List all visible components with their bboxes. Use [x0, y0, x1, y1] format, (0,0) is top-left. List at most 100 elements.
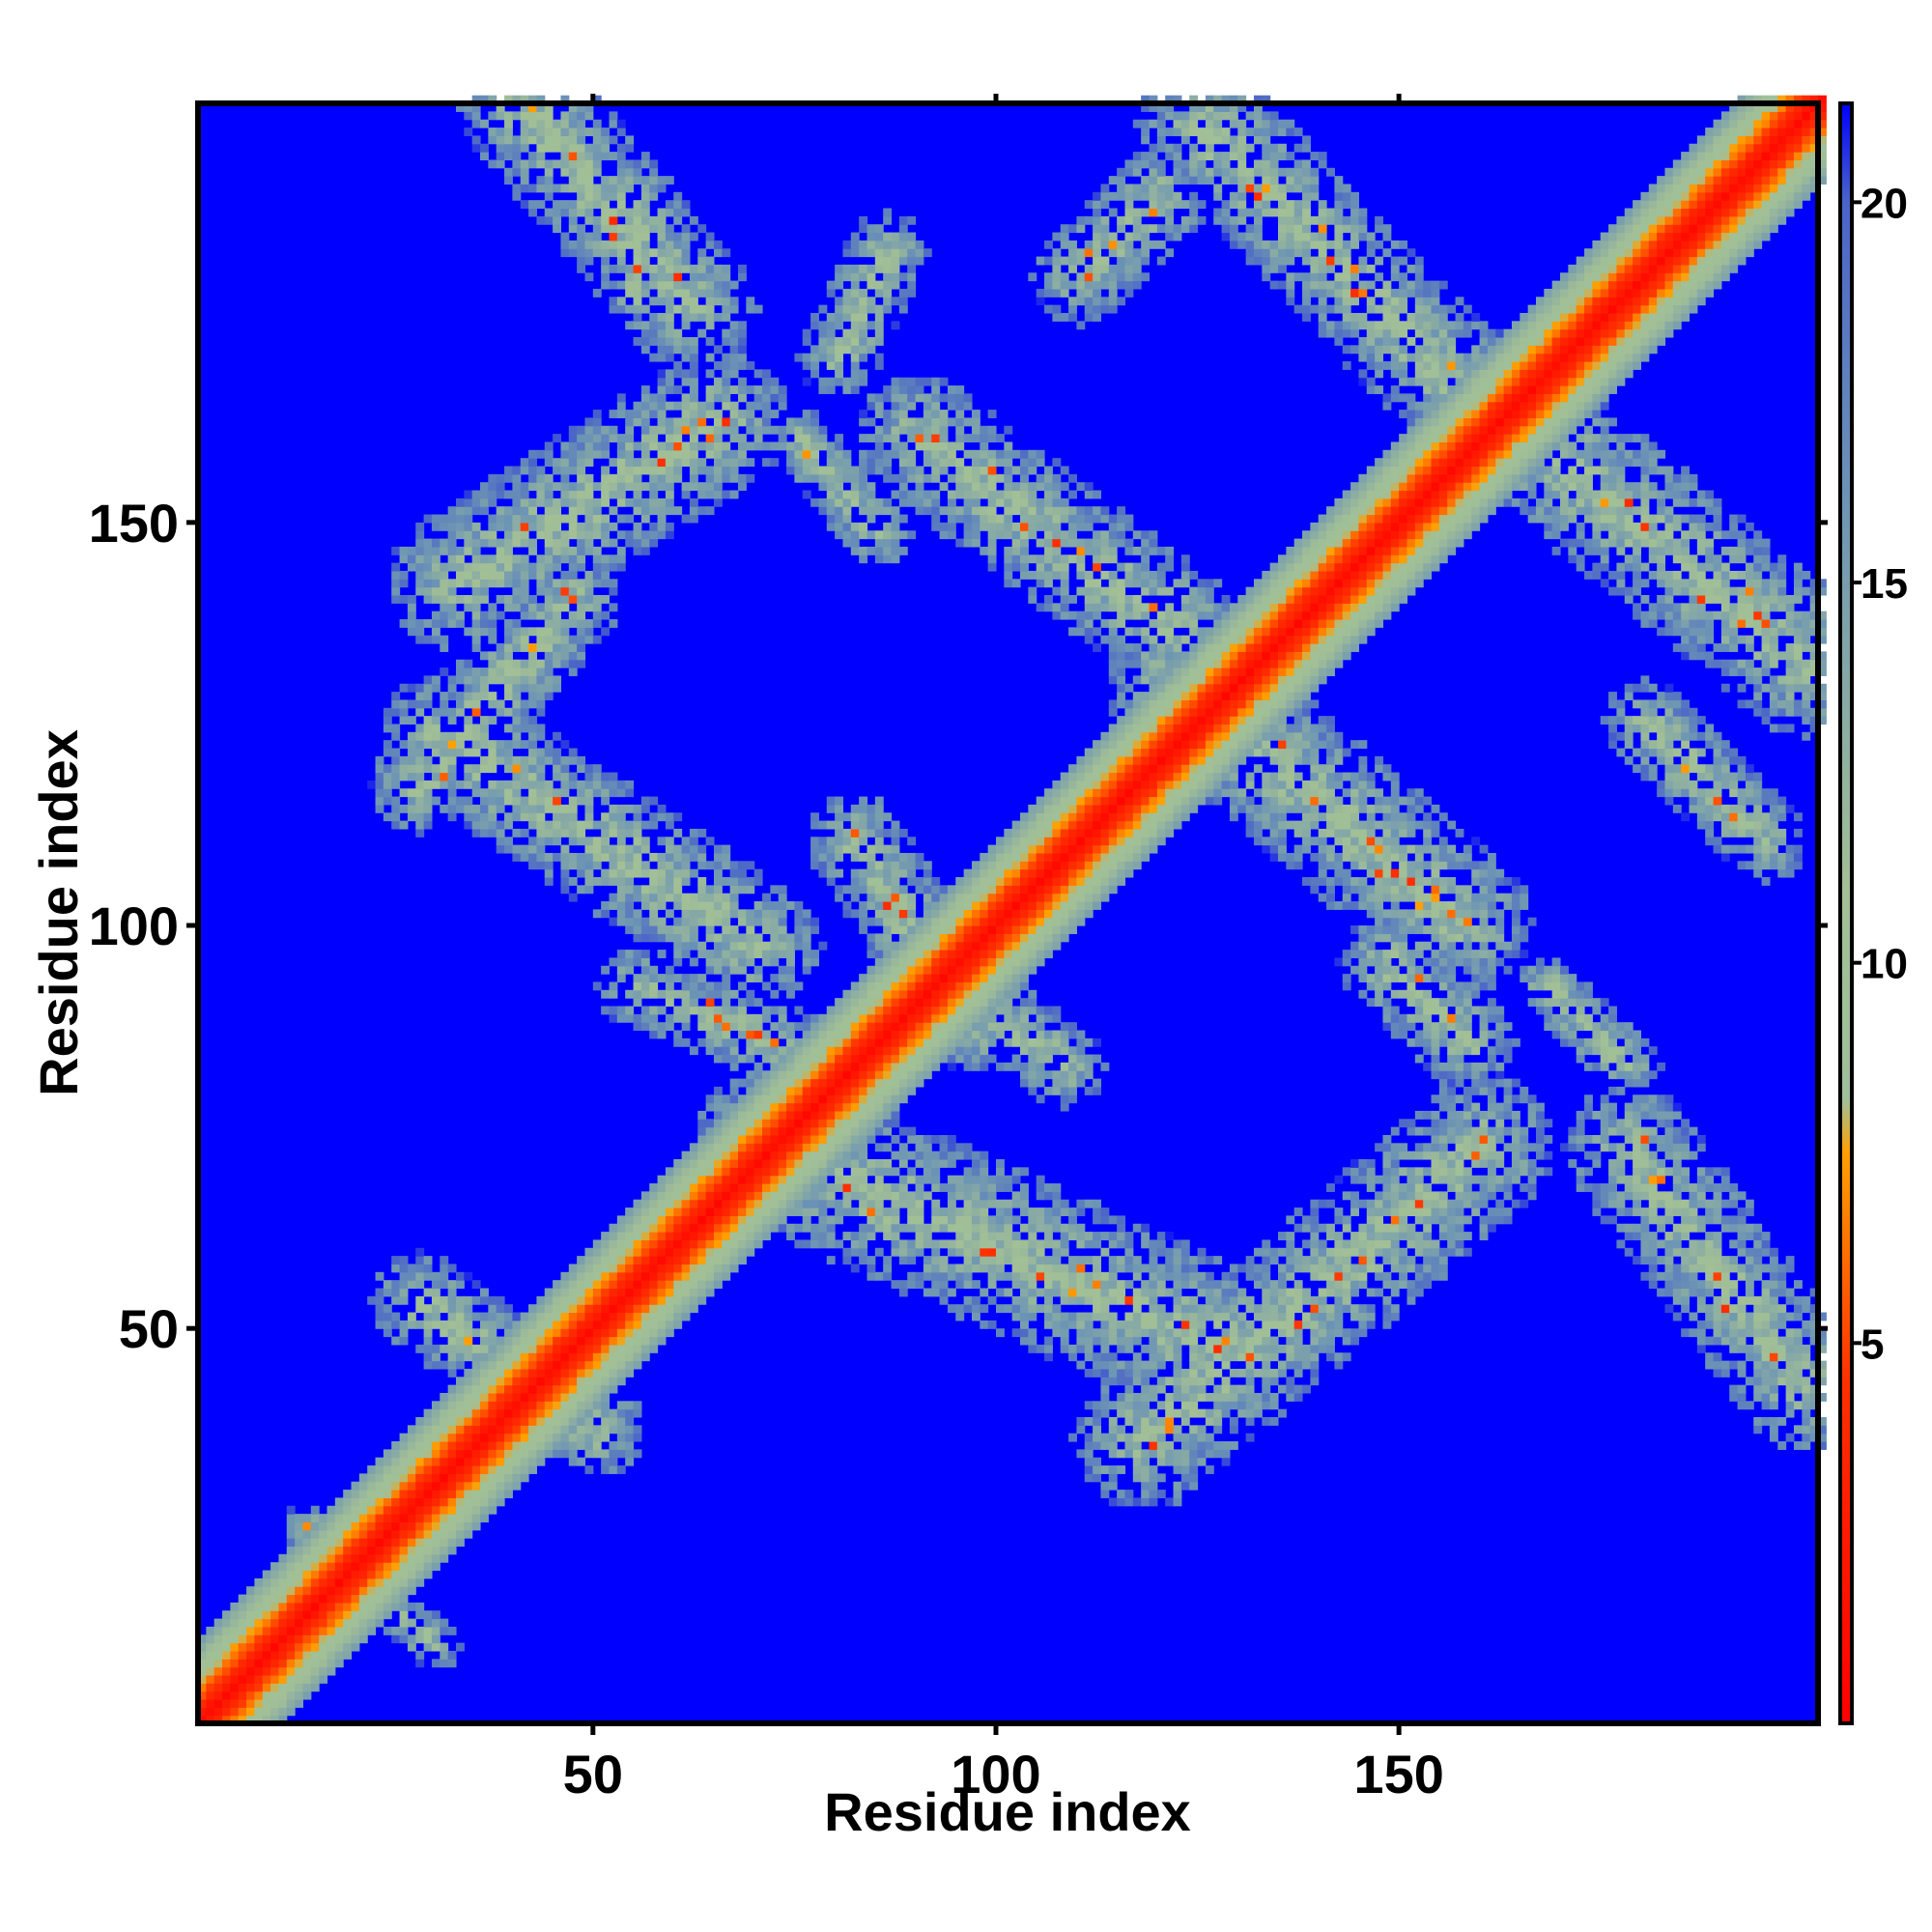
heatmap-cell	[835, 1086, 844, 1095]
heatmap-cell	[447, 538, 457, 548]
heatmap-cell	[673, 1191, 683, 1201]
heatmap-cell	[762, 957, 771, 967]
heatmap-cell	[810, 1102, 819, 1112]
heatmap-cell	[689, 974, 698, 983]
heatmap-cell	[464, 764, 473, 774]
heatmap-cell	[375, 1538, 384, 1548]
heatmap-cell	[302, 1674, 312, 1684]
heatmap-cell	[859, 917, 868, 926]
heatmap-cell	[584, 1320, 594, 1329]
heatmap-cell	[577, 530, 586, 540]
heatmap-cell	[778, 1078, 787, 1088]
heatmap-cell	[762, 1078, 771, 1088]
heatmap-cell	[665, 820, 674, 830]
heatmap-cell	[818, 506, 828, 516]
heatmap-cell	[850, 369, 860, 379]
heatmap-cell	[431, 1304, 440, 1314]
heatmap-cell	[729, 361, 739, 370]
heatmap-cell	[584, 1344, 594, 1353]
heatmap-cell	[681, 208, 691, 217]
heatmap-cell	[536, 1295, 546, 1305]
heatmap-cell	[826, 353, 836, 362]
heatmap-cell	[286, 1650, 296, 1660]
heatmap-cell	[697, 1215, 707, 1225]
heatmap-cell	[230, 1642, 240, 1652]
heatmap-cell	[391, 1529, 401, 1539]
heatmap-cell	[520, 200, 529, 210]
heatmap-cell	[568, 1368, 578, 1378]
heatmap-cell	[689, 1280, 698, 1290]
heatmap-cell	[455, 1352, 465, 1362]
heatmap-cell	[722, 1167, 731, 1177]
heatmap-cell	[536, 692, 546, 700]
heatmap-cell	[657, 1215, 667, 1225]
heatmap-cell	[592, 820, 602, 830]
heatmap-cell	[592, 780, 602, 789]
heatmap-cell	[286, 1659, 296, 1668]
heatmap-cell	[835, 1062, 844, 1071]
heatmap-cell	[601, 877, 611, 886]
heatmap-cell	[383, 1328, 392, 1338]
heatmap-cell	[923, 1159, 932, 1168]
heatmap-cell	[512, 95, 522, 104]
heatmap-cell	[891, 401, 900, 411]
heatmap-cell	[874, 538, 884, 548]
heatmap-cell	[874, 1199, 884, 1208]
heatmap-cell	[802, 490, 811, 499]
heatmap-cell	[713, 240, 723, 249]
heatmap-cell	[915, 852, 924, 862]
heatmap-cell	[504, 724, 513, 733]
heatmap-cell	[923, 1054, 932, 1064]
heatmap-cell	[447, 1650, 457, 1660]
heatmap-cell	[665, 176, 674, 185]
heatmap-cell	[859, 288, 868, 298]
heatmap-cell	[689, 909, 698, 919]
heatmap-cell	[794, 434, 804, 443]
heatmap-cell	[835, 1151, 844, 1160]
heatmap-cell	[649, 248, 659, 258]
heatmap-cell	[689, 280, 698, 290]
heatmap-cell	[616, 490, 626, 499]
heatmap-cell	[528, 466, 537, 475]
heatmap-cell	[818, 1102, 828, 1112]
heatmap-cell	[568, 1288, 578, 1297]
heatmap-cell	[835, 304, 844, 314]
heatmap-cell	[778, 1013, 787, 1023]
heatmap-cell	[722, 1271, 731, 1281]
heatmap-cell	[520, 675, 529, 685]
heatmap-cell	[778, 941, 787, 951]
heatmap-cell	[480, 828, 489, 838]
heatmap-cell	[302, 1570, 312, 1579]
heatmap-cell	[238, 1610, 247, 1620]
heatmap-cell	[713, 248, 723, 258]
heatmap-cell	[560, 152, 570, 160]
heatmap-cell	[810, 917, 819, 926]
heatmap-cell	[464, 1514, 473, 1523]
heatmap-cell	[327, 1618, 336, 1628]
heatmap-cell	[681, 393, 691, 403]
heatmap-cell	[528, 1457, 537, 1466]
heatmap-cell	[891, 256, 900, 266]
heatmap-cell	[455, 1271, 465, 1281]
heatmap-cell	[584, 184, 594, 193]
heatmap-cell	[810, 925, 819, 934]
heatmap-cell	[488, 651, 497, 661]
heatmap-cell	[391, 1634, 401, 1644]
heatmap-cell	[584, 586, 594, 596]
heatmap-cell	[592, 837, 602, 846]
heatmap-cell	[681, 353, 691, 362]
heatmap-cell	[705, 901, 715, 910]
heatmap-cell	[697, 1288, 707, 1297]
heatmap-cell	[512, 184, 522, 193]
heatmap-cell	[657, 1247, 667, 1257]
heatmap-cell	[254, 1610, 264, 1620]
heatmap-cell	[850, 1110, 860, 1120]
heatmap-cell	[697, 1037, 707, 1047]
heatmap-cell	[399, 1586, 409, 1596]
heatmap-cell	[867, 1208, 876, 1216]
heatmap-cell	[544, 740, 554, 750]
heatmap-cell	[810, 1037, 819, 1047]
heatmap-cell	[222, 1683, 231, 1692]
heatmap-cell	[440, 764, 449, 774]
heatmap-cell	[504, 554, 513, 564]
